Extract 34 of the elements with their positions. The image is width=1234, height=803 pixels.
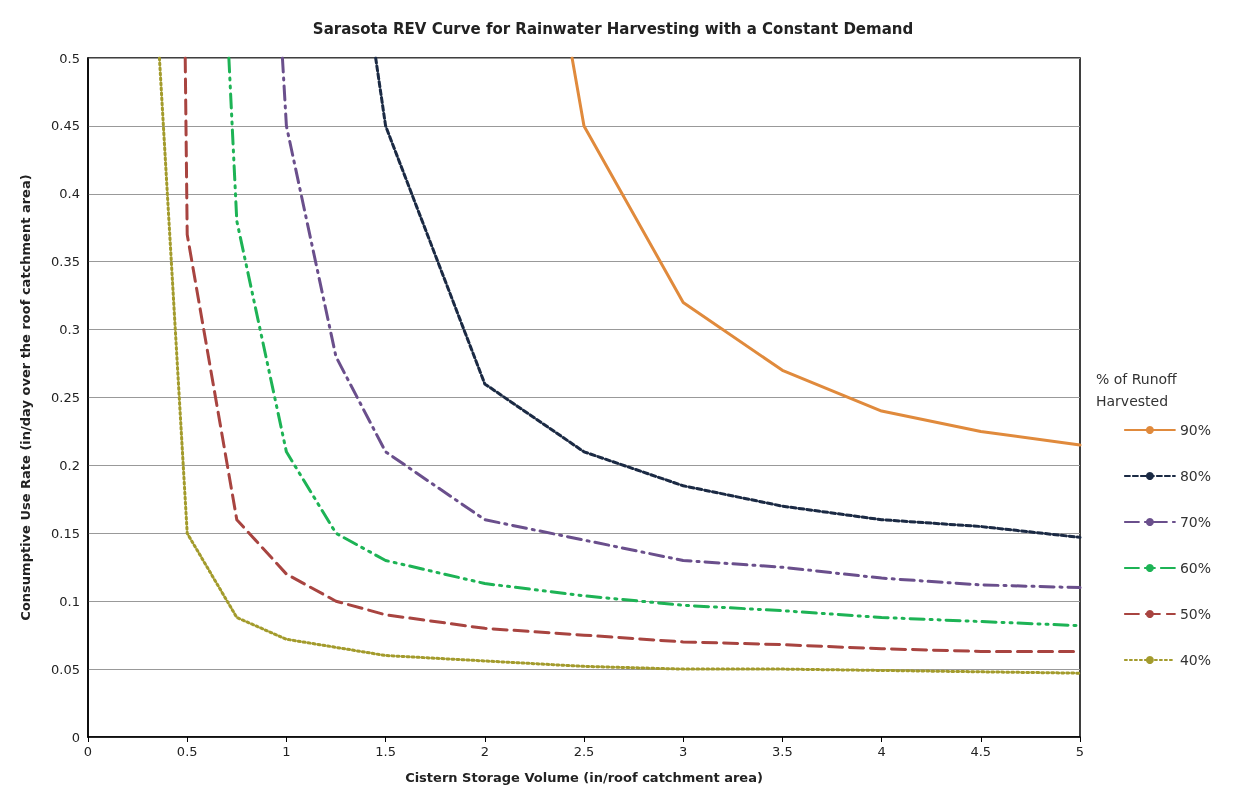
legend-label: 50% xyxy=(1179,606,1212,622)
legend-label: 70% xyxy=(1179,514,1212,530)
x-tick-label: 1.5 xyxy=(375,744,396,759)
y-tick-label: 0.2 xyxy=(59,457,80,473)
chart-title: Sarasota REV Curve for Rainwater Harvesting with a Constant Demand xyxy=(312,19,914,38)
x-tick-label: 0 xyxy=(83,744,93,759)
x-tick-label: 5 xyxy=(1075,744,1085,759)
x-tick-label: 4.5 xyxy=(970,744,992,759)
legend-label: 80% xyxy=(1179,468,1212,484)
line-series xyxy=(570,56,1082,447)
line-series xyxy=(374,56,1082,539)
y-tick-label: 0.25 xyxy=(51,390,80,405)
y-tick-label: 0.15 xyxy=(51,525,80,541)
y-tick-label: 0 xyxy=(71,729,80,745)
y-tick-label: 0.45 xyxy=(51,118,80,134)
x-tick-label: 3 xyxy=(679,744,688,759)
legend-label: 60% xyxy=(1179,560,1212,576)
x-tick-label: 4 xyxy=(877,744,886,759)
y-tick-label: 0.4 xyxy=(59,186,80,202)
x-tick-label: 2.5 xyxy=(573,744,595,759)
y-tick-label: 0.1 xyxy=(59,593,80,609)
legend-label: 90% xyxy=(1179,422,1212,438)
x-axis-title: Cistern Storage Volume (in/roof catchment area) xyxy=(405,770,763,785)
x-tick-label: 0.5 xyxy=(176,744,198,759)
x-tick-label: 3.5 xyxy=(772,744,793,759)
x-tick-label: 2 xyxy=(480,744,489,759)
y-tick-label: 0.5 xyxy=(59,50,80,66)
y-tick-label: 0.3 xyxy=(59,322,80,338)
legend-label: 40% xyxy=(1179,652,1212,668)
y-tick-label: 0.05 xyxy=(51,661,80,677)
y-axis-title: Consumptive Use Rate (in/day over the roof catchment area) xyxy=(18,174,33,621)
y-tick-label: 0.35 xyxy=(51,254,80,270)
x-tick-label: 1 xyxy=(282,744,291,759)
legend-title: % of Runoff Harvested xyxy=(1096,371,1178,409)
